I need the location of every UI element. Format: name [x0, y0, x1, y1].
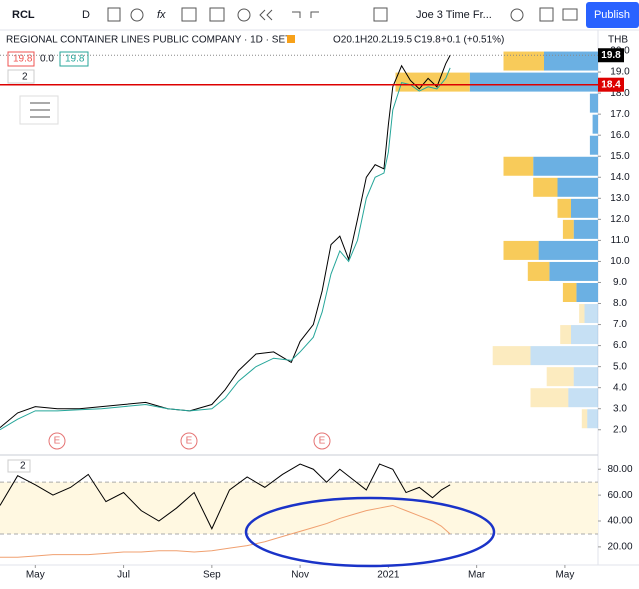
- x-tick-label: Jul: [117, 570, 130, 581]
- y-tick-label: 18.0: [610, 88, 630, 99]
- volume-down: [579, 304, 585, 324]
- legend-close: C19.8: [414, 35, 441, 46]
- volume-up: [573, 367, 598, 387]
- volume-up: [533, 156, 598, 176]
- volume-up: [538, 240, 598, 260]
- y-tick-label: 80.00: [607, 464, 632, 475]
- svg-text:E: E: [319, 436, 326, 447]
- volume-up: [592, 114, 598, 134]
- volume-up: [568, 388, 598, 408]
- y-tick-label: 13.0: [610, 193, 630, 204]
- y-tick-label: 11.0: [611, 235, 630, 246]
- currency: THB: [608, 35, 628, 46]
- y-tick-label: 8.0: [613, 298, 627, 309]
- symbol[interactable]: RCL: [12, 9, 35, 21]
- input[interactable]: 19.8: [65, 54, 85, 65]
- volume-down: [581, 409, 588, 429]
- y-tick-label: 2.0: [613, 424, 627, 435]
- volume-up: [576, 282, 598, 302]
- volume-up: [469, 72, 598, 92]
- legend-name: REGIONAL CONTAINER LINES PUBLIC COMPANY …: [6, 35, 291, 46]
- volume-down: [560, 325, 571, 345]
- volume-down: [562, 282, 577, 302]
- series-line: [0, 67, 451, 431]
- price-tag-label: 19.8: [601, 50, 621, 61]
- volume-up: [571, 325, 598, 345]
- volume-down: [503, 156, 534, 176]
- series-line: [0, 463, 451, 530]
- legend-low: L19.5: [387, 35, 412, 46]
- toolbar: [0, 0, 639, 30]
- volume-down: [533, 177, 558, 197]
- price-tag-label: 18.4: [601, 79, 621, 90]
- volume-down: [530, 388, 569, 408]
- volume-down: [527, 261, 550, 281]
- y-tick-label: 10.0: [610, 256, 630, 267]
- layout-name[interactable]: Joe 3 Time Fr...: [416, 9, 492, 21]
- y-tick-label: 16.0: [610, 130, 630, 141]
- volume-up: [587, 409, 598, 429]
- volume-down: [503, 51, 544, 71]
- y-tick-label: 15.0: [610, 151, 630, 162]
- x-tick-label: 2021: [377, 570, 400, 581]
- x-tick-label: Nov: [291, 570, 309, 581]
- legend-high: H20.2: [360, 35, 387, 46]
- y-tick-label: 3.0: [613, 403, 627, 414]
- x-tick-label: Sep: [203, 570, 221, 581]
- y-tick-label: 17.0: [610, 109, 630, 120]
- publish-button[interactable]: [586, 2, 639, 28]
- publish-label[interactable]: Publish: [594, 9, 630, 21]
- y-tick-label: 19.0: [610, 67, 630, 78]
- y-tick-label: 60.00: [607, 490, 632, 501]
- input: 0.0: [40, 54, 54, 65]
- volume-up: [571, 198, 598, 218]
- price-tag: [598, 48, 624, 63]
- y-tick-label: 12.0: [610, 214, 630, 225]
- volume-up: [557, 177, 598, 197]
- series-line: [0, 504, 451, 558]
- x-tick-label: May: [26, 570, 45, 581]
- interval[interactable]: D: [82, 9, 90, 21]
- volume-up: [530, 346, 598, 366]
- volume-down: [492, 346, 531, 366]
- y-tick-label: 40.00: [607, 516, 632, 527]
- volume-up: [544, 51, 598, 71]
- x-tick-label: May: [555, 570, 574, 581]
- fx-icon[interactable]: fx: [157, 9, 166, 21]
- volume-up: [573, 219, 598, 239]
- x-tick-label: Mar: [468, 570, 486, 581]
- volume-up: [584, 304, 598, 324]
- volume-up: [589, 135, 598, 155]
- y-tick-label: 20.00: [607, 542, 632, 553]
- study-count[interactable]: 2: [22, 72, 28, 83]
- volume-down: [562, 219, 574, 239]
- svg-text:E: E: [186, 436, 193, 447]
- volume-down: [503, 240, 539, 260]
- legend-open: O20.1: [333, 35, 361, 46]
- y-tick-label: 9.0: [613, 277, 627, 288]
- annotation-circle: [244, 496, 496, 568]
- y-tick-label: 7.0: [613, 319, 627, 330]
- y-tick-label: 14.0: [610, 172, 630, 183]
- earnings[interactable]: E E E: [48, 432, 331, 450]
- volume-up: [589, 93, 598, 113]
- toolbar-icons[interactable]: [107, 7, 578, 22]
- input[interactable]: 19.8: [13, 54, 33, 65]
- volume-down: [546, 367, 574, 387]
- y-tick-label: 6.0: [613, 340, 627, 351]
- band: [0, 482, 598, 534]
- price-tag: [598, 77, 624, 92]
- y-tick-label: 4.0: [613, 382, 627, 393]
- volume-up: [549, 261, 598, 281]
- legend-change: +0.1 (+0.51%): [441, 35, 504, 46]
- svg-text:E: E: [54, 436, 61, 447]
- y-tick-label: 5.0: [613, 361, 627, 372]
- series-line: [0, 55, 451, 429]
- volume-down: [557, 198, 571, 218]
- pane-count[interactable]: 2: [20, 461, 26, 472]
